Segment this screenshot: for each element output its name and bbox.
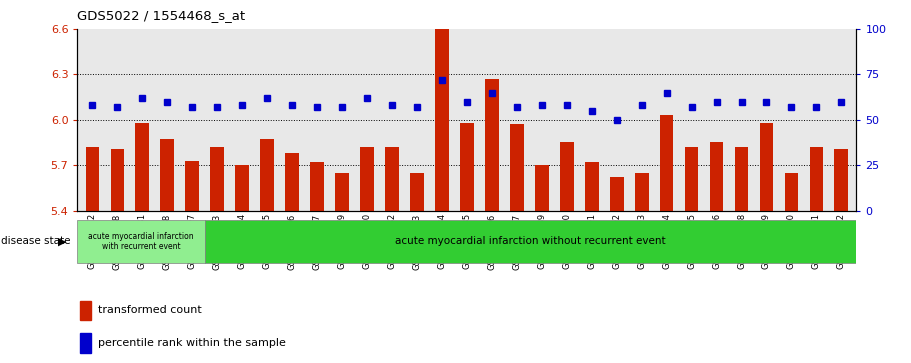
Text: disease state: disease state [1, 236, 70, 246]
Bar [760, 123, 773, 211]
Bar [585, 162, 599, 211]
Bar [834, 148, 848, 211]
Text: transformed count: transformed count [98, 305, 201, 315]
Text: GDS5022 / 1554468_s_at: GDS5022 / 1554468_s_at [77, 9, 246, 22]
Bar [80, 301, 91, 320]
Bar [80, 333, 91, 353]
Bar [810, 147, 824, 211]
Bar [360, 147, 374, 211]
Bar [110, 148, 124, 211]
Text: acute myocardial infarction
with recurrent event: acute myocardial infarction with recurre… [88, 232, 194, 251]
FancyBboxPatch shape [77, 220, 205, 263]
Text: acute myocardial infarction without recurrent event: acute myocardial infarction without recu… [395, 236, 666, 246]
Text: ▶: ▶ [58, 236, 67, 246]
Bar [685, 147, 699, 211]
Bar [485, 79, 498, 211]
Bar [186, 160, 200, 211]
Bar [460, 123, 474, 211]
Bar [784, 173, 798, 211]
Bar [136, 123, 149, 211]
FancyBboxPatch shape [205, 220, 856, 263]
Bar [535, 165, 548, 211]
Bar [385, 147, 399, 211]
Bar [210, 147, 224, 211]
Bar [510, 125, 524, 211]
Bar [560, 143, 574, 211]
Bar [86, 147, 99, 211]
Bar [235, 165, 249, 211]
Bar [160, 139, 174, 211]
Text: percentile rank within the sample: percentile rank within the sample [98, 338, 286, 348]
Bar [435, 29, 449, 211]
Bar [410, 173, 424, 211]
Bar [710, 143, 723, 211]
Bar [609, 177, 623, 211]
Bar [734, 147, 748, 211]
Bar [635, 173, 649, 211]
Bar [335, 173, 349, 211]
Bar [285, 153, 299, 211]
Bar [660, 115, 673, 211]
Bar [311, 162, 324, 211]
Bar [261, 139, 274, 211]
